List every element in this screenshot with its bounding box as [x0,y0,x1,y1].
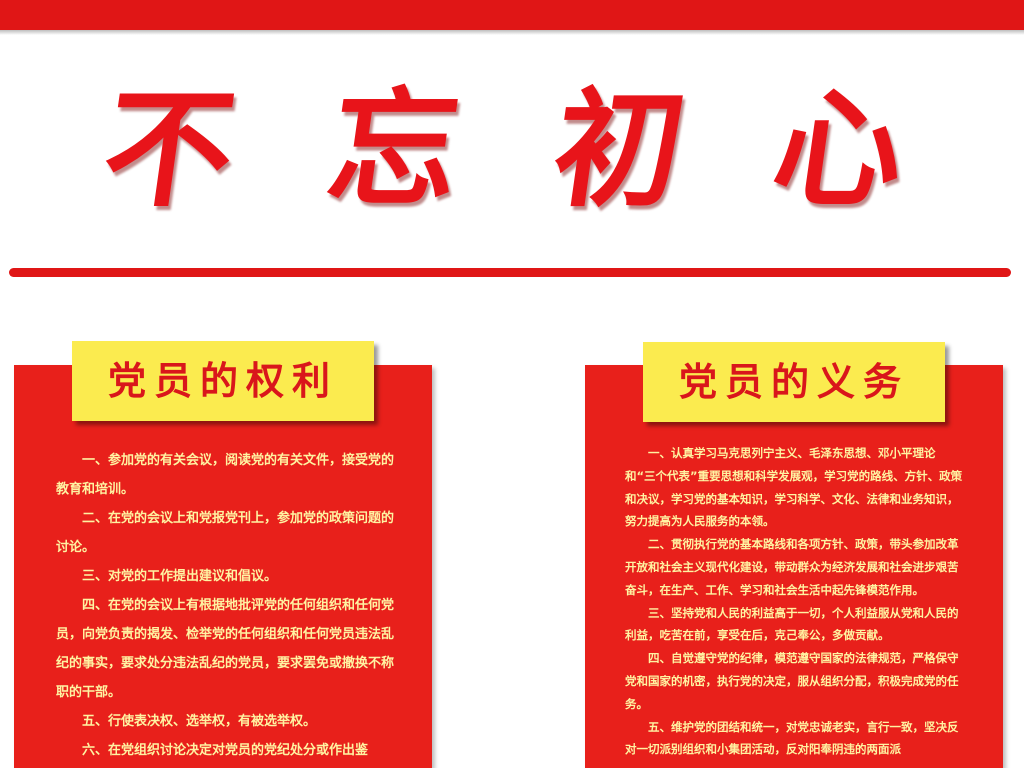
duties-panel [585,365,1003,768]
duties-paragraph: 四、自觉遵守党的纪律，模范遵守国家的法律规范，严格保守党和国家的机密，执行党的决… [625,651,959,711]
rights-paragraph: 一、参加党的有关会议，阅读党的有关文件，接受党的教育和培训。 [56,453,395,497]
rights-paragraph: 五、行使表决权、选举权，有被选举权。 [82,714,317,729]
rights-panel [14,365,432,768]
main-title: 不 忘 初 心 [0,70,1024,230]
duties-panel-title: 党员的义务 [643,342,945,422]
rights-paragraph: 六、在党组织讨论决定对党员的党纪处分或作出鉴 [82,743,369,758]
duties-text: 一、认真学习马克思列宁主义、毛泽东思想、邓小平理论和“三个代表”重要思想和科学发… [625,442,965,768]
top-red-band [0,0,1024,30]
duties-paragraph: 一、认真学习马克思列宁主义、毛泽东思想、邓小平理论和“三个代表”重要思想和科学发… [625,446,963,529]
rights-panel-title: 党员的权利 [72,341,374,421]
rights-paragraph: 四、在党的会议上有根据地批评党的任何组织和任何党员，向党负责的揭发、检举党的任何… [56,598,395,700]
main-title-char: 忘 [319,75,469,225]
main-title-char: 初 [544,75,694,225]
rights-paragraph: 三、对党的工作提出建议和倡议。 [82,569,278,584]
top-band-shadow [0,30,1024,35]
rights-paragraph: 二、在党的会议上和党报党刊上，参加党的政策问题的讨论。 [56,511,395,555]
duties-paragraph: 五、维护党的团结和统一，对党忠诚老实，言行一致，坚决反对一切派别组织和小集团活动… [625,719,959,757]
main-title-char: 心 [764,75,914,225]
duties-paragraph: 三、坚持党和人民的利益高于一切，个人利益服从党和人民的利益，吃苦在前，享受在后，… [625,605,959,643]
main-title-char: 不 [94,75,244,225]
duties-paragraph: 二、贯彻执行党的基本路线和各项方针、政策，带头参加改革开放和社会主义现代化建设，… [625,537,959,597]
rights-text: 一、参加党的有关会议，阅读党的有关文件，接受党的教育和培训。 二、在党的会议上和… [56,446,406,768]
title-divider [9,268,1011,277]
